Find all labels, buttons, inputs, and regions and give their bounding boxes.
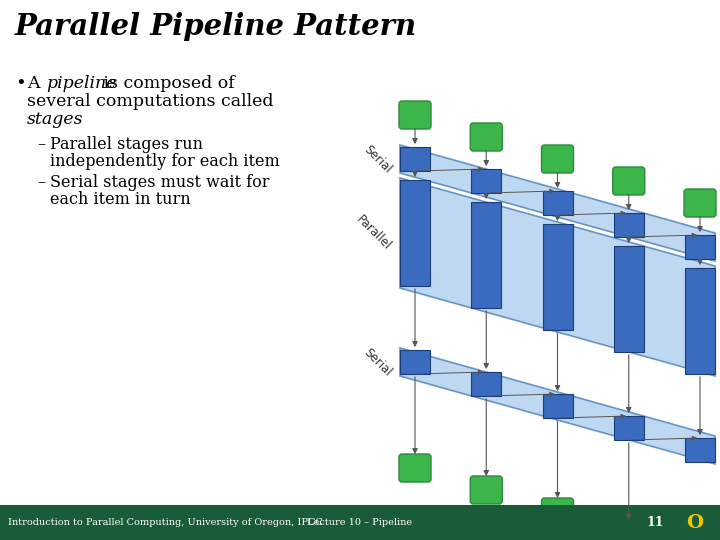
Text: 11: 11: [647, 516, 664, 529]
Text: Introduction to Parallel Computing, University of Oregon, IPCC: Introduction to Parallel Computing, Univ…: [8, 518, 323, 527]
Text: stages: stages: [27, 111, 84, 128]
Text: Parallel Pipeline Pattern: Parallel Pipeline Pattern: [15, 12, 417, 41]
FancyBboxPatch shape: [472, 169, 501, 193]
FancyBboxPatch shape: [541, 498, 574, 526]
FancyBboxPatch shape: [541, 145, 574, 173]
FancyBboxPatch shape: [613, 167, 644, 195]
FancyBboxPatch shape: [685, 235, 715, 259]
Text: is composed of: is composed of: [98, 75, 235, 92]
FancyBboxPatch shape: [542, 224, 572, 330]
FancyBboxPatch shape: [472, 372, 501, 396]
Text: several computations called: several computations called: [27, 93, 274, 110]
Text: –: –: [37, 174, 45, 191]
Text: •: •: [15, 75, 26, 93]
Circle shape: [681, 509, 709, 537]
FancyBboxPatch shape: [613, 213, 644, 237]
FancyBboxPatch shape: [470, 476, 503, 504]
FancyBboxPatch shape: [685, 438, 715, 462]
Text: Parallel: Parallel: [354, 213, 394, 253]
Text: Serial: Serial: [361, 143, 394, 176]
Polygon shape: [400, 145, 715, 261]
FancyBboxPatch shape: [613, 416, 644, 440]
FancyBboxPatch shape: [472, 202, 501, 308]
FancyBboxPatch shape: [400, 180, 430, 286]
Text: independently for each item: independently for each item: [50, 153, 280, 170]
Text: Serial: Serial: [361, 346, 394, 379]
FancyBboxPatch shape: [542, 394, 572, 418]
Text: A: A: [27, 75, 45, 92]
Text: Parallel stages run: Parallel stages run: [50, 136, 203, 153]
FancyBboxPatch shape: [399, 454, 431, 482]
FancyBboxPatch shape: [400, 350, 430, 374]
FancyBboxPatch shape: [613, 520, 644, 540]
Bar: [0, 505, 720, 540]
Text: –: –: [37, 136, 45, 153]
Text: pipeline: pipeline: [46, 75, 117, 92]
Polygon shape: [400, 178, 715, 376]
Polygon shape: [400, 348, 715, 464]
FancyBboxPatch shape: [542, 191, 572, 215]
FancyBboxPatch shape: [470, 123, 503, 151]
Text: O: O: [686, 514, 703, 531]
Text: each item in turn: each item in turn: [50, 191, 191, 208]
Text: Serial stages must wait for: Serial stages must wait for: [50, 174, 269, 191]
FancyBboxPatch shape: [685, 268, 715, 374]
FancyBboxPatch shape: [684, 189, 716, 217]
FancyBboxPatch shape: [400, 147, 430, 171]
FancyBboxPatch shape: [613, 246, 644, 352]
FancyBboxPatch shape: [399, 101, 431, 129]
Text: Lecture 10 – Pipeline: Lecture 10 – Pipeline: [307, 518, 413, 527]
